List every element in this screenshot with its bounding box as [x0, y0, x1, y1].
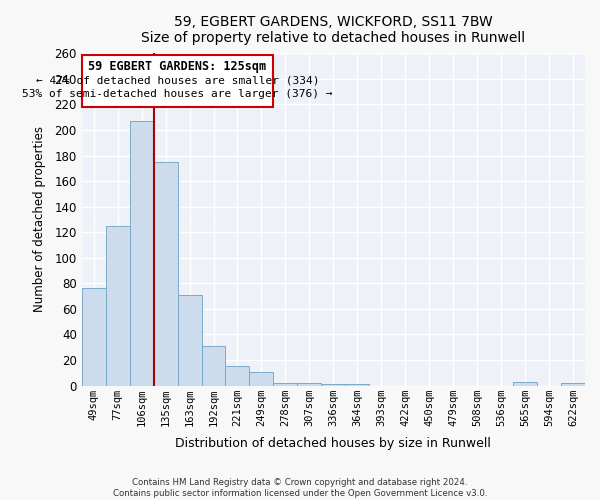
- Bar: [274, 383, 298, 386]
- Bar: [178, 295, 202, 386]
- Bar: [154, 162, 178, 386]
- Bar: [322, 384, 346, 386]
- Text: ← 47% of detached houses are smaller (334): ← 47% of detached houses are smaller (33…: [36, 75, 319, 85]
- Bar: [82, 288, 106, 386]
- Text: 59 EGBERT GARDENS: 125sqm: 59 EGBERT GARDENS: 125sqm: [88, 60, 266, 72]
- X-axis label: Distribution of detached houses by size in Runwell: Distribution of detached houses by size …: [175, 437, 491, 450]
- Bar: [561, 383, 585, 386]
- Bar: [346, 384, 369, 386]
- Bar: [250, 372, 274, 386]
- Text: 53% of semi-detached houses are larger (376) →: 53% of semi-detached houses are larger (…: [22, 89, 333, 99]
- Bar: [226, 366, 250, 386]
- Bar: [513, 382, 537, 386]
- Bar: [130, 121, 154, 386]
- Bar: [202, 346, 226, 386]
- FancyBboxPatch shape: [82, 54, 274, 107]
- Bar: [298, 383, 322, 386]
- Y-axis label: Number of detached properties: Number of detached properties: [33, 126, 46, 312]
- Text: Contains HM Land Registry data © Crown copyright and database right 2024.
Contai: Contains HM Land Registry data © Crown c…: [113, 478, 487, 498]
- Title: 59, EGBERT GARDENS, WICKFORD, SS11 7BW
Size of property relative to detached hou: 59, EGBERT GARDENS, WICKFORD, SS11 7BW S…: [141, 15, 526, 45]
- Bar: [106, 226, 130, 386]
